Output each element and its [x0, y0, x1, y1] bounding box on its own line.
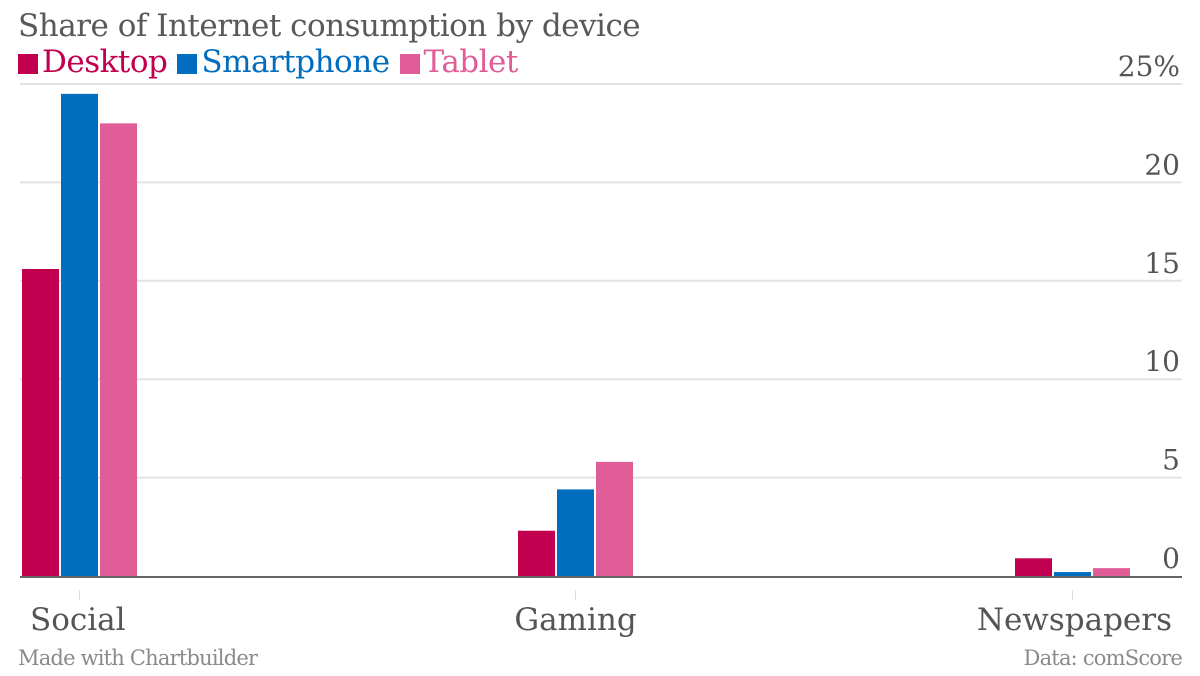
legend: Desktop Smartphone Tablet	[18, 44, 518, 80]
credit-text: Made with Chartbuilder	[18, 646, 258, 670]
x-category-label: Newspapers	[977, 602, 1172, 638]
legend-item-desktop: Desktop	[18, 44, 168, 80]
gridlines	[20, 83, 1182, 479]
y-tick-label: 0	[1162, 542, 1180, 575]
bar-gaming-tablet	[596, 461, 633, 576]
legend-swatch	[18, 54, 38, 74]
y-tick-label: 20	[1144, 148, 1180, 181]
y-tick-label: 15	[1144, 247, 1180, 280]
bar-social-desktop	[22, 268, 59, 576]
source-text: Data: comScore	[1023, 646, 1183, 670]
legend-label: Desktop	[42, 44, 168, 80]
legend-swatch	[177, 54, 198, 74]
bar-gaming-desktop	[518, 530, 555, 576]
x-category-label: Gaming	[514, 602, 636, 638]
bar-newspapers-smartphone	[1054, 572, 1091, 576]
bar-newspapers-desktop	[1015, 558, 1052, 576]
bar-social-smartphone	[61, 93, 98, 576]
legend-swatch	[399, 54, 420, 74]
axes: 0 5 10 15 20 25% Social Gaming Newspapers	[20, 50, 1182, 638]
legend-label: Tablet	[423, 44, 519, 80]
y-tick-label: 10	[1144, 345, 1180, 378]
chart-title: Share of Internet consumption by device	[18, 8, 641, 44]
bar-newspapers-tablet	[1093, 568, 1130, 576]
legend-item-tablet: Tablet	[399, 44, 519, 80]
bar-gaming-smartphone	[557, 489, 594, 576]
y-tick-label: 25%	[1118, 50, 1180, 83]
legend-label: Smartphone	[201, 44, 390, 80]
legend-item-smartphone: Smartphone	[177, 44, 390, 80]
bar-social-tablet	[100, 123, 137, 577]
y-tick-label: 5	[1162, 444, 1180, 477]
bars	[22, 93, 1130, 577]
x-category-label: Social	[30, 602, 126, 638]
